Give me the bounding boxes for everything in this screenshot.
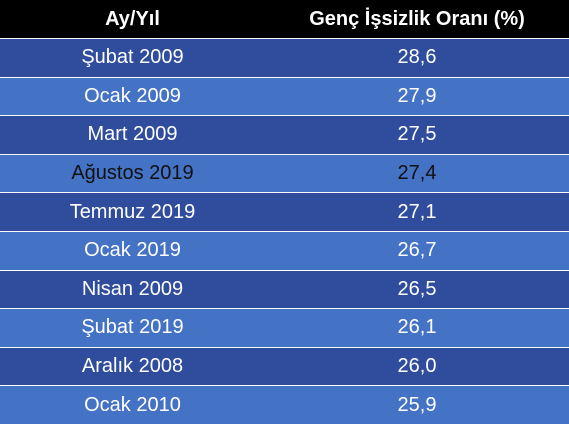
header-rate: Genç İşsizlik Oranı (%) — [309, 7, 525, 30]
table-row: Nisan 2009 26,5 — [0, 269, 569, 309]
row-month: Aralık 2008 — [81, 355, 184, 378]
table-row: Şubat 2019 26,1 — [0, 308, 569, 347]
row-rate: 26,0 — [397, 355, 437, 378]
table-row: Temmuz 2019 27,1 — [0, 192, 569, 231]
row-month: Ocak 2009 — [84, 84, 181, 107]
row-month: Şubat 2019 — [81, 316, 184, 339]
table-row: Ocak 2019 26,7 — [0, 230, 569, 270]
row-rate: 27,5 — [397, 123, 437, 146]
table-row: Ağustos 2019 27,4 — [0, 153, 569, 193]
table-row: Ocak 2010 25,9 — [0, 385, 569, 424]
table-row: Aralık 2008 26,0 — [0, 346, 569, 386]
header-month-year: Ay/Yıl — [105, 7, 160, 30]
row-rate: 27,4 — [397, 162, 437, 185]
table-header-row: Ay/Yıl Genç İşsizlik Oranı (%) — [0, 0, 569, 38]
table-row: Şubat 2009 28,6 — [0, 38, 569, 77]
row-month: Ocak 2010 — [84, 393, 181, 416]
row-month: Temmuz 2019 — [69, 200, 196, 223]
row-rate: 27,9 — [397, 84, 437, 107]
row-month: Şubat 2009 — [81, 46, 184, 69]
row-month: Nisan 2009 — [81, 277, 184, 300]
table-row: Ocak 2009 27,9 — [0, 76, 569, 116]
row-month: Mart 2009 — [87, 123, 178, 146]
row-rate: 25,9 — [397, 393, 437, 416]
row-rate: 28,6 — [397, 46, 437, 69]
table-row: Mart 2009 27,5 — [0, 115, 569, 154]
row-rate: 26,7 — [397, 239, 437, 262]
row-month: Ağustos 2019 — [71, 162, 194, 185]
row-month: Ocak 2019 — [84, 239, 181, 262]
row-rate: 26,5 — [397, 277, 437, 300]
row-rate: 27,1 — [397, 200, 437, 223]
row-rate: 26,1 — [397, 316, 437, 339]
